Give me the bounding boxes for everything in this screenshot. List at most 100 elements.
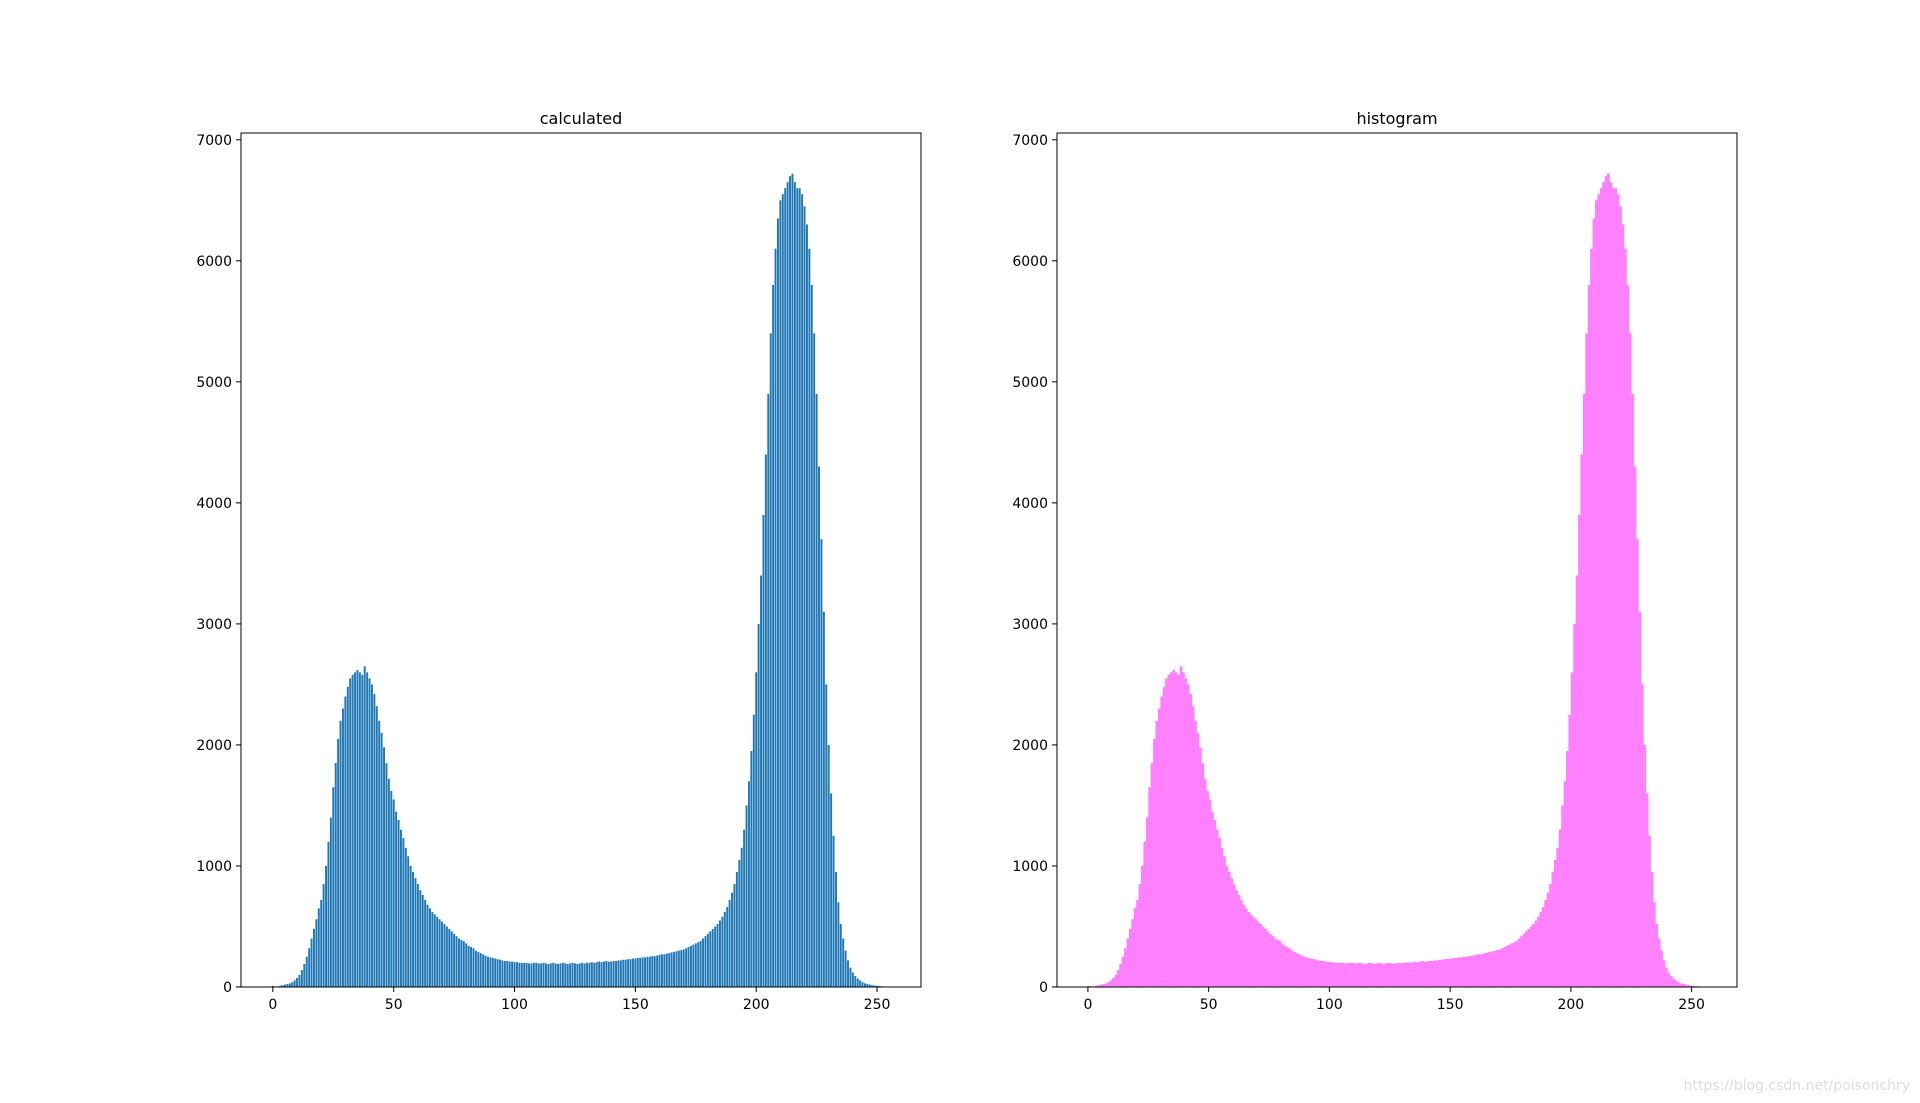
histogram-bar (1442, 959, 1446, 987)
histogram-bar (1095, 985, 1098, 987)
bar (390, 790, 393, 987)
y-tick-label: 3000 (1012, 617, 1048, 633)
histogram-bar (1582, 393, 1586, 987)
histogram-bar (1348, 962, 1352, 987)
histogram-bar (1295, 953, 1299, 987)
histogram-bar (1256, 921, 1260, 987)
axes-frame (1056, 132, 1738, 988)
bar (349, 678, 352, 987)
plot-area (271, 173, 891, 988)
bar (610, 961, 613, 987)
bar (711, 928, 714, 987)
histogram-bar (1336, 962, 1340, 987)
histogram-bar (1529, 926, 1533, 987)
histogram-bar (1493, 950, 1497, 987)
x-tick-label: 50 (385, 997, 403, 1013)
histogram-bar (1551, 872, 1555, 987)
bar (424, 899, 427, 987)
histogram-bar (1655, 924, 1659, 987)
bar (528, 963, 531, 987)
bar (532, 962, 535, 987)
bar (399, 829, 402, 987)
histogram-bar (1172, 669, 1176, 987)
histogram-bar (1416, 962, 1420, 987)
bar (784, 188, 787, 987)
histogram-bar (1114, 974, 1118, 987)
histogram-bar (1599, 188, 1603, 987)
bar (709, 931, 712, 987)
histogram-bar (1384, 963, 1388, 987)
y-tick-label: 2000 (1012, 738, 1048, 754)
histogram-bar (1573, 623, 1576, 987)
histogram-bar (1307, 957, 1311, 987)
bar (549, 963, 552, 987)
y-tick-label: 4000 (1012, 496, 1048, 512)
histogram-bar (1660, 950, 1663, 987)
bar (566, 964, 569, 987)
histogram-bar (1232, 884, 1236, 987)
x-tick-label: 50 (1200, 997, 1218, 1013)
histogram-bar (1546, 892, 1550, 987)
histogram-bar (1621, 224, 1625, 987)
histogram-bar (1269, 933, 1272, 987)
histogram-bar (1595, 200, 1598, 988)
histogram-bar (1261, 926, 1265, 987)
bar (822, 611, 825, 987)
bar (781, 194, 784, 987)
bar (769, 333, 772, 987)
histogram-bar (1339, 962, 1342, 987)
bar (375, 706, 378, 987)
bar (351, 674, 354, 987)
bar (327, 841, 330, 987)
x-tick-label: 0 (268, 997, 277, 1013)
bar (619, 960, 622, 987)
bar (849, 967, 852, 987)
bar (663, 954, 666, 987)
histogram-bar (1500, 948, 1504, 987)
bar (407, 856, 410, 987)
bar (837, 902, 840, 987)
histogram-bar (1585, 333, 1589, 987)
bar (743, 829, 746, 987)
histogram-bar (1611, 188, 1615, 987)
bar (460, 939, 463, 987)
histogram-bar (1643, 744, 1647, 987)
bar (356, 669, 359, 987)
bar (339, 720, 342, 987)
histogram-bar (1524, 931, 1528, 987)
histogram-bar (1520, 936, 1523, 987)
bar (665, 953, 668, 987)
histogram-bar (1556, 847, 1560, 987)
histogram-bar (1413, 961, 1417, 987)
histogram-bar (1517, 938, 1521, 987)
histogram-bar (1616, 194, 1620, 987)
histogram-bar (1341, 962, 1345, 987)
histogram-bar (1532, 924, 1535, 987)
bar (598, 961, 601, 987)
bar (851, 972, 854, 987)
bar (436, 916, 439, 987)
histogram-bar (1665, 967, 1668, 987)
bar (803, 206, 806, 988)
histogram-bar (1242, 904, 1246, 987)
histogram-bar (1157, 708, 1161, 987)
histogram-bar (1421, 960, 1424, 987)
bar (612, 960, 615, 987)
histogram-bar (1568, 714, 1572, 987)
histogram-bar (1220, 847, 1224, 987)
histogram-bar (1428, 960, 1432, 987)
histogram-bar (1223, 856, 1226, 987)
bar (731, 892, 734, 987)
histogram-bar (1368, 962, 1371, 987)
bar (557, 964, 560, 987)
histogram-bar (1433, 960, 1436, 987)
bar (310, 938, 313, 987)
bar (668, 953, 671, 987)
histogram-bar (1107, 982, 1110, 987)
histogram-bar (1580, 454, 1584, 987)
histogram-bar (1206, 790, 1209, 987)
bar (322, 884, 325, 987)
bar (443, 924, 446, 987)
